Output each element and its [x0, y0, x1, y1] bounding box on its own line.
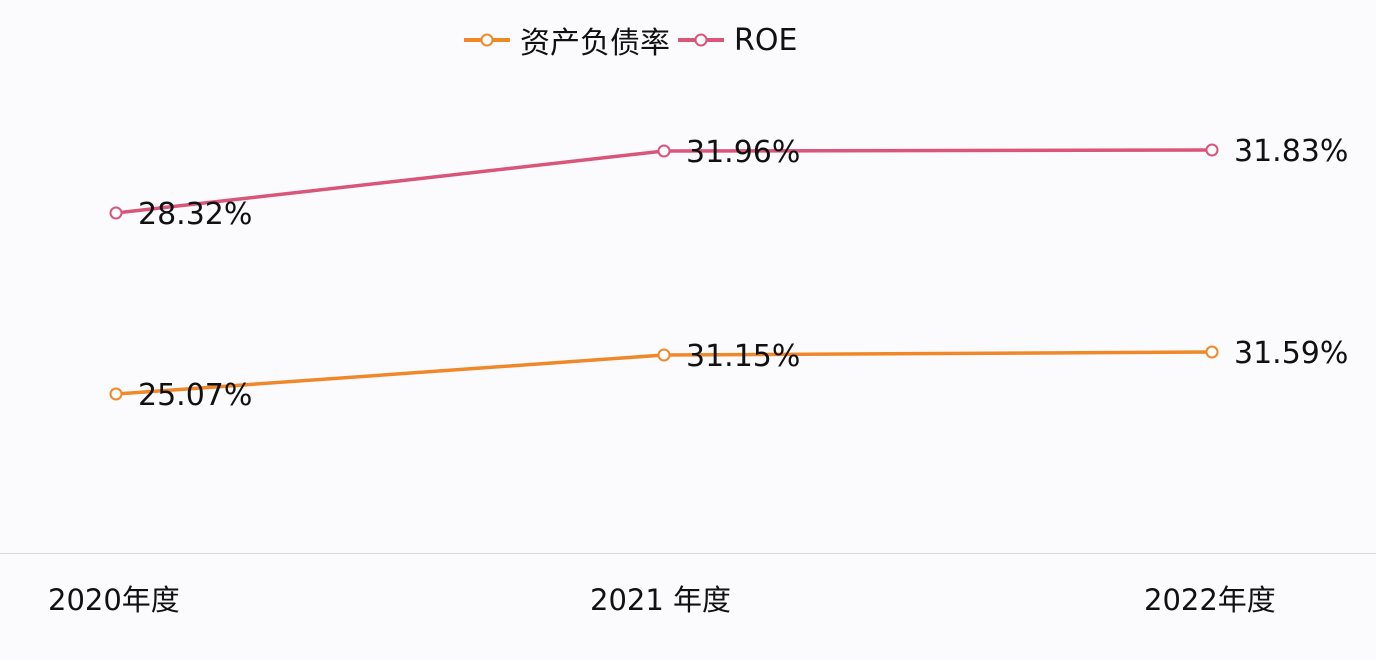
legend-item-debt-ratio[interactable]: 资产负债率: [462, 18, 670, 62]
x-tick-label: 2022年度: [1144, 583, 1276, 617]
x-tick-label: 2021 年度: [590, 583, 732, 617]
data-point[interactable]: [657, 144, 671, 158]
x-tick-label: 2020年度: [48, 583, 180, 617]
legend-label: 资产负债率: [520, 26, 670, 61]
line-marker-icon: [464, 33, 510, 47]
data-point[interactable]: [1205, 345, 1219, 359]
plot-area: 28.32% 31.96% 31.83% 25.07% 31.15% 31.59…: [109, 134, 1348, 413]
series-line-roe: [115, 148, 1213, 215]
x-axis-line: [0, 553, 1376, 554]
data-label: 25.07%: [138, 378, 252, 413]
data-point[interactable]: [657, 348, 671, 362]
data-label: 28.32%: [138, 197, 252, 232]
legend-label: ROE: [734, 22, 798, 58]
data-point[interactable]: [109, 387, 123, 401]
line-marker-icon: [678, 33, 724, 47]
data-label: 31.96%: [686, 135, 800, 170]
data-point[interactable]: [1205, 143, 1219, 157]
legend-item-roe[interactable]: ROE: [676, 23, 797, 58]
data-point[interactable]: [109, 206, 123, 220]
chart-legend: 资产负债率 ROE: [462, 18, 797, 62]
data-label: 31.83%: [1234, 134, 1348, 169]
data-label: 31.59%: [1234, 336, 1348, 371]
data-label: 31.15%: [686, 339, 800, 374]
